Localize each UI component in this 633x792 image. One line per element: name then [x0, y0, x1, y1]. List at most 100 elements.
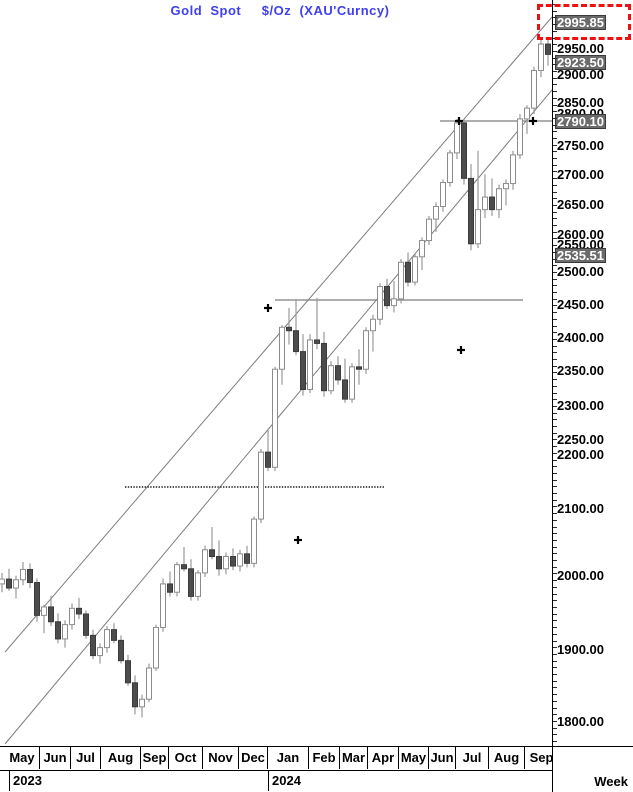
axis-tick [553, 105, 557, 106]
candle-body-up [153, 626, 159, 669]
price-axis-label-highlighted: 2923.50 [555, 55, 606, 70]
candle-body-down [342, 379, 348, 400]
month-label: Dec [239, 747, 268, 769]
month-label: Jul [456, 747, 489, 769]
candle [223, 552, 229, 575]
pivot-marker[interactable] [455, 117, 463, 125]
plot-area[interactable] [0, 0, 552, 746]
candle-body-up [237, 553, 243, 567]
axis-tick [553, 17, 557, 18]
axis-tick [553, 372, 557, 373]
candle-body-down [300, 351, 306, 390]
axis-tick [553, 573, 557, 574]
month-label: Jul [71, 747, 101, 769]
price-axis-label: 2700.00 [557, 167, 604, 182]
candle-body-down [48, 606, 54, 623]
candle-body-down [293, 330, 299, 353]
year-label: 2023 [9, 771, 42, 791]
candle [20, 561, 26, 586]
axis-tick [553, 58, 557, 59]
month-label: Apr [368, 747, 399, 769]
candle [335, 356, 341, 385]
price-axis-label: 1800.00 [557, 714, 604, 729]
candle-body-down [468, 177, 474, 245]
axis-tick [553, 406, 557, 407]
month-label: Mar [340, 747, 368, 769]
candle-body-down [181, 564, 187, 570]
candle [265, 428, 271, 472]
pivot-marker[interactable] [264, 304, 272, 312]
candle-body-up [223, 556, 229, 570]
candle-body-up [20, 568, 26, 581]
candle-body-down [118, 639, 124, 662]
candle [489, 178, 495, 216]
price-axis-label-highlighted: 2535.51 [555, 248, 606, 263]
axis-tick [553, 533, 557, 534]
candle-body-up [391, 298, 397, 307]
candle [97, 643, 103, 664]
candle-body-up [398, 261, 404, 300]
candle [391, 281, 397, 313]
pivot-marker[interactable] [294, 536, 302, 544]
candle [510, 150, 516, 190]
candle [293, 298, 299, 356]
candle [62, 620, 68, 648]
candle [69, 603, 75, 630]
axis-tick [553, 433, 557, 434]
candle-body-down [27, 568, 33, 584]
pivot-marker[interactable] [529, 117, 537, 125]
period-cell[interactable]: Week [552, 746, 633, 792]
candle-body-up [433, 205, 439, 220]
candle [531, 66, 537, 114]
upper-channel-line[interactable] [4, 16, 552, 653]
axis-tick [553, 31, 557, 32]
candle-body-down [545, 43, 551, 55]
month-label: Aug [489, 747, 525, 769]
axis-tick [553, 681, 557, 682]
lower-channel-line[interactable] [4, 89, 552, 745]
candle [41, 604, 47, 634]
candle-body-up [517, 118, 523, 156]
candle [461, 118, 467, 185]
chart-title: Gold Spot $/Oz (XAU'Curncy) [170, 3, 390, 18]
axis-tick [553, 567, 557, 568]
candle [90, 629, 96, 660]
price-axis-label: 2600.00 [557, 227, 604, 242]
candle [419, 237, 425, 270]
candle [216, 540, 222, 576]
pivot-marker[interactable] [457, 346, 465, 354]
axis-tick [553, 279, 557, 280]
candle [384, 278, 390, 310]
axis-tick [553, 84, 557, 85]
candle-body-down [111, 629, 117, 641]
axis-tick [553, 24, 557, 25]
candle-body-down [34, 582, 40, 616]
candle-body-down [167, 583, 173, 593]
axis-tick [553, 620, 557, 621]
axis-tick [553, 460, 557, 461]
candle [146, 663, 152, 703]
candle-body-down [335, 365, 341, 381]
candle-body-up [62, 624, 68, 640]
candle-body-down [76, 607, 82, 615]
axis-tick [553, 64, 557, 65]
axis-tick [553, 386, 557, 387]
axis-tick [553, 312, 557, 313]
candle [139, 694, 145, 718]
candle [237, 549, 243, 572]
candle-body-up [370, 318, 376, 332]
axis-tick [553, 513, 557, 514]
axis-tick [553, 285, 557, 286]
candle [482, 174, 488, 219]
price-axis[interactable]: 2995.852950.002923.502900.002850.002800.… [552, 0, 633, 746]
candle-body-up [13, 579, 19, 589]
axis-tick [553, 654, 557, 655]
axis-tick [553, 480, 557, 481]
axis-tick [553, 171, 557, 172]
price-axis-label: 2400.00 [557, 330, 604, 345]
axis-tick [553, 178, 557, 179]
candle [433, 202, 439, 232]
axis-tick [553, 352, 557, 353]
price-axis-label: 2250.00 [557, 432, 604, 447]
candle-body-up [482, 196, 488, 211]
